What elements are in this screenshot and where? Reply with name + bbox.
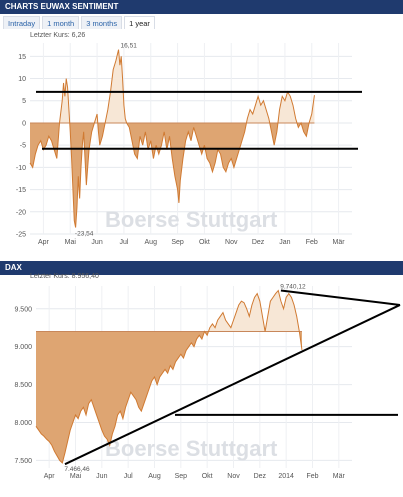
y-tick-label: -20 [16,209,26,216]
x-tick-label: Sep [175,473,188,480]
extreme-value-label: 16,51 [121,43,138,50]
x-tick-label: Nov [227,473,240,480]
x-tick-label: Mai [70,473,82,480]
rising-trendline [64,304,401,466]
x-tick-label: Dez [252,239,265,246]
x-tick-label: Mai [65,239,77,246]
y-tick-label: 15 [18,54,26,61]
sentiment-area-plot [29,49,315,228]
x-tick-label: Jul [119,239,128,246]
dax-area-plot [35,289,303,464]
dax-panel-title: DAX [0,261,403,275]
extreme-value-label: 9.740,12 [280,284,306,291]
x-tick-label: Aug [145,239,158,246]
y-tick-label: 7.500 [14,458,32,465]
x-tick-label: 2014 [278,473,294,480]
sentiment-panel-title: CHARTS EUWAX SENTIMENT [0,0,403,14]
y-tick-label: 9.500 [14,306,32,313]
y-tick-label: 0 [22,120,26,127]
y-tick-label: 9.000 [14,344,32,351]
dax-drawn-lines [64,289,401,466]
x-tick-label: Feb [306,239,318,246]
y-tick-label: -5 [20,143,26,150]
tab-3-months[interactable]: 3 months [81,16,123,29]
extreme-value-label: 7.466,46 [64,466,90,473]
area-above-baseline [30,49,315,123]
timeframe-tabs: Intraday 1 month 3 months 1 year [3,16,157,29]
x-tick-label: Mär [333,473,346,480]
x-tick-label: Aug [148,473,161,480]
area-below-baseline [36,331,302,463]
dax-y-axis: 7.500 8.000 8.500 9.000 9.500 [14,306,32,465]
tab-1-year[interactable]: 1 year [124,16,155,29]
dax-x-axis: Apr Mai Jun Jul Aug Sep Okt Nov Dez 2014 Feb Mär [44,473,346,480]
area-above-baseline [36,290,302,332]
x-tick-label: Apr [38,239,50,246]
x-tick-label: Jun [96,473,107,480]
series-line [29,49,315,228]
tab-1-month[interactable]: 1 month [42,16,80,29]
falling-trendline [280,289,401,306]
x-tick-label: Nov [225,239,238,246]
series-line [35,289,303,464]
x-tick-label: Feb [306,473,318,480]
watermark: Boerse Stuttgart [105,436,278,461]
dax-last-price: Letzter Kurs: 8.956,40 [30,273,99,280]
sentiment-annotations: 16,51 -23,54 [75,43,137,238]
tab-intraday[interactable]: Intraday [3,16,41,29]
x-tick-label: Jul [124,473,133,480]
sentiment-last-price: Letzter Kurs: 6,26 [30,32,85,39]
x-tick-label: Okt [202,473,213,480]
dax-annotations: 9.740,12 7.466,46 [64,284,306,473]
dax-chart: Letzter Kurs: 8.956,40 7.500 8.000 8.500 9.… [14,273,401,480]
x-tick-label: Jan [279,239,290,246]
x-tick-label: Apr [44,473,56,480]
y-tick-label: -10 [16,165,26,172]
x-tick-label: Sep [171,239,184,246]
y-tick-label: 10 [18,76,26,83]
y-tick-label: 8.000 [14,420,32,427]
x-tick-label: Dez [254,473,267,480]
x-tick-label: Okt [199,239,210,246]
x-tick-label: Jun [91,239,102,246]
sentiment-chart: Letzter Kurs: 6,26 151050-5-10-15-20-25 … [16,32,362,246]
extreme-value-label: -23,54 [75,231,94,238]
sentiment-y-axis: 15 10 5 0 -5 -10 -15 -20 -25 [16,54,26,239]
y-tick-label: 8.500 [14,382,32,389]
y-tick-label: -15 [16,187,26,194]
watermark: Boerse Stuttgart [105,207,278,232]
y-tick-label: 5 [22,98,26,105]
y-tick-label: -25 [16,232,26,239]
x-tick-label: Mär [333,239,346,246]
area-below-baseline [30,122,315,228]
sentiment-x-axis: Apr Mai Jun Jul Aug Sep Okt Nov Dez Jan Feb Mär [38,239,345,246]
